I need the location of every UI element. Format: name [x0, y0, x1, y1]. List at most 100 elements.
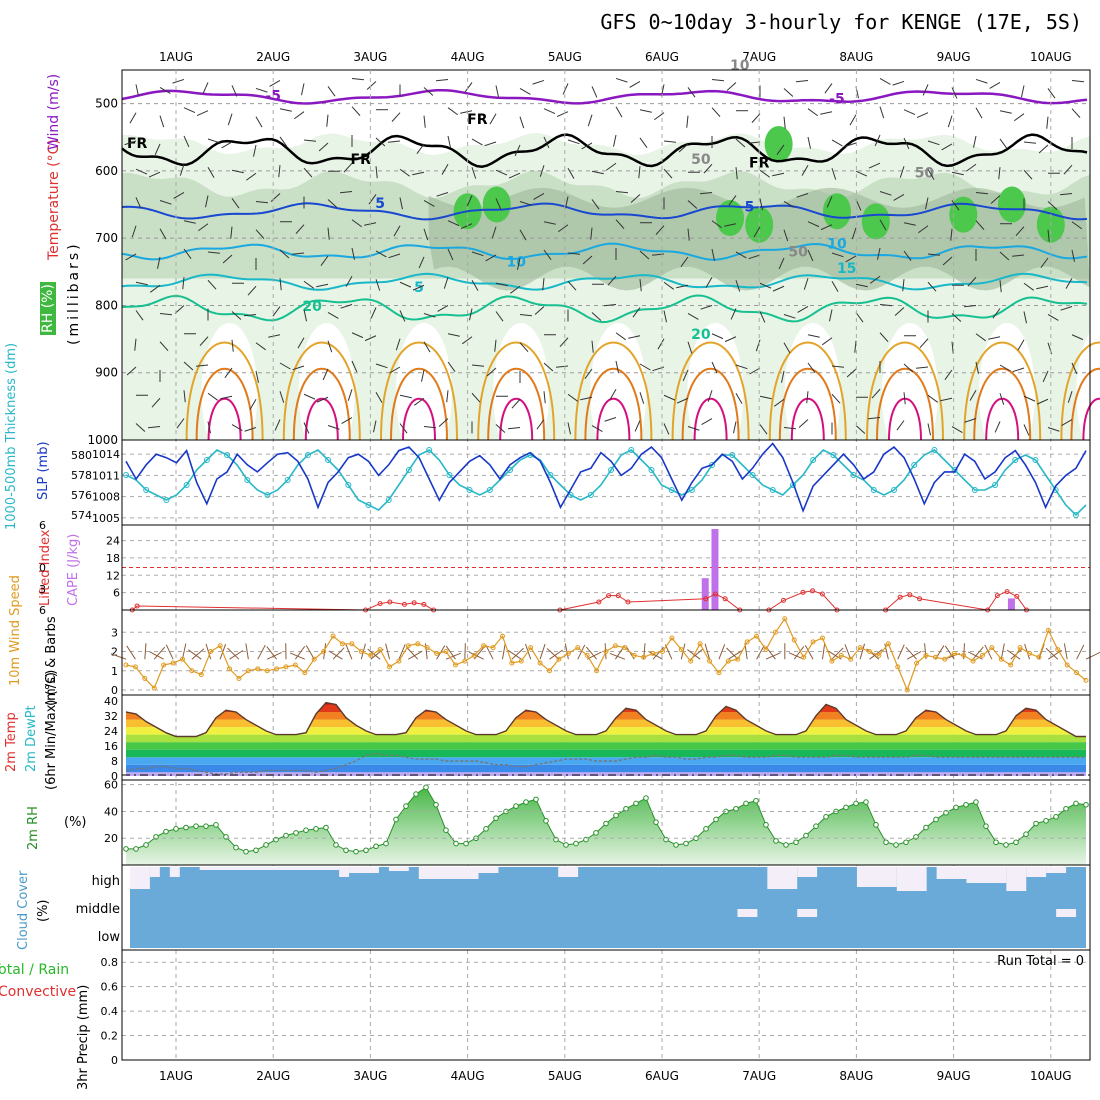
label-precip-a: Total / Rain [0, 962, 70, 978]
wind10-point [989, 645, 995, 651]
wind10-barb [385, 643, 391, 660]
wind-barb [707, 390, 713, 402]
wind-barb [292, 365, 305, 371]
thickness-line-point [971, 487, 978, 493]
wind-barb [711, 248, 715, 261]
wind10-barb [984, 644, 993, 660]
rh2m-point [733, 805, 739, 812]
pressure-tick-label: 900 [95, 366, 118, 380]
wind-barb [877, 247, 881, 260]
wind10-barb [1076, 644, 1085, 660]
wind-barb [438, 418, 449, 427]
lifted-point [781, 597, 786, 603]
wind-barb [399, 423, 408, 434]
wind-barb [797, 306, 809, 313]
wind-barb [484, 141, 497, 147]
wind-barb [831, 393, 841, 404]
wind-barb [1071, 362, 1078, 375]
wind-barb [159, 341, 169, 351]
contour-warm-loop [574, 341, 653, 441]
wind-barb [604, 417, 617, 422]
wind-barb [607, 275, 617, 286]
wind-barb [447, 220, 460, 227]
wind-barb [399, 281, 412, 288]
wind-tick-label: 0 [111, 684, 118, 697]
wind-barb [680, 256, 689, 267]
wind10-barb [289, 652, 306, 660]
wind10-point [339, 641, 345, 647]
rh2m-point [413, 791, 419, 797]
wind-barb [701, 418, 713, 425]
wind-barb [916, 366, 929, 369]
wind-barb [705, 276, 713, 288]
wind10-point [1064, 662, 1070, 668]
rh2m-point [483, 826, 489, 832]
dry-bubble [590, 322, 647, 463]
contour-warm-loop [292, 367, 351, 441]
wind10-point [236, 675, 242, 681]
thickness-tick-label: 576 [71, 489, 92, 502]
wind-barb [412, 284, 425, 291]
precip-tick-label: 0.4 [101, 1005, 119, 1018]
wind-barb [1065, 277, 1073, 289]
wind10-point [274, 666, 280, 672]
wind-barb [759, 395, 772, 400]
wind10-barb [609, 652, 626, 660]
wind-barb [567, 167, 575, 179]
wind-barb [975, 361, 979, 374]
wind-barb [711, 333, 724, 340]
thickness-line-point [992, 482, 999, 488]
thickness-line-point [264, 492, 271, 498]
cloud-clear-middle [1056, 909, 1077, 917]
wind-barb [268, 334, 281, 338]
wind-barb [172, 78, 185, 84]
rh2m-point [693, 835, 699, 842]
cloud-level-label: high [92, 874, 120, 889]
wind10-point [697, 641, 703, 647]
wind-barb [874, 134, 881, 147]
rh2m-point [383, 840, 389, 847]
rh2m-point [613, 812, 619, 819]
slp-line [125, 442, 1087, 514]
wind10-barb [295, 645, 306, 660]
wind10-barb [586, 651, 602, 660]
wind-barb [724, 336, 737, 343]
rh-high-blob [482, 186, 511, 223]
lifted-point [819, 591, 825, 597]
wind-barb [391, 112, 401, 122]
wind10-barb [539, 643, 546, 660]
rh2m-point [1073, 800, 1079, 807]
wind-barb [629, 81, 641, 88]
temp-tick-label: 0 [111, 770, 118, 783]
date-label-top: 3AUG [353, 50, 387, 64]
contour-warm-loop [671, 341, 750, 441]
temp-line [125, 701, 1086, 738]
wind-barb [148, 171, 161, 178]
wind-barb [207, 279, 217, 290]
wind-barb [221, 141, 233, 149]
wind10-point [838, 652, 844, 658]
wind-barb [543, 391, 546, 404]
pressure-tick-label: 500 [95, 97, 118, 111]
wind-barb [903, 363, 914, 373]
wind10-barb [1006, 649, 1021, 660]
thickness-line-point [284, 477, 291, 483]
rh2m-point [633, 800, 639, 807]
date-label-top: 8AUG [839, 50, 873, 64]
wind-barb [327, 340, 333, 353]
wind10-point [311, 656, 317, 662]
wind10-point [170, 660, 176, 666]
wind10-point [443, 649, 449, 654]
wind10-point [434, 650, 440, 656]
dry-bubble [979, 322, 1036, 463]
wind10-point [716, 670, 722, 676]
wind-barb [796, 79, 809, 83]
dry-bubble [1076, 323, 1100, 463]
slp-tick-label: 1014 [92, 448, 120, 461]
wind10-point [132, 664, 138, 670]
rh2m-point [1023, 831, 1029, 838]
wind-barb [370, 307, 377, 319]
wind-barb [149, 284, 161, 293]
wind10-point [424, 645, 430, 651]
wind-barb [1013, 113, 1025, 122]
